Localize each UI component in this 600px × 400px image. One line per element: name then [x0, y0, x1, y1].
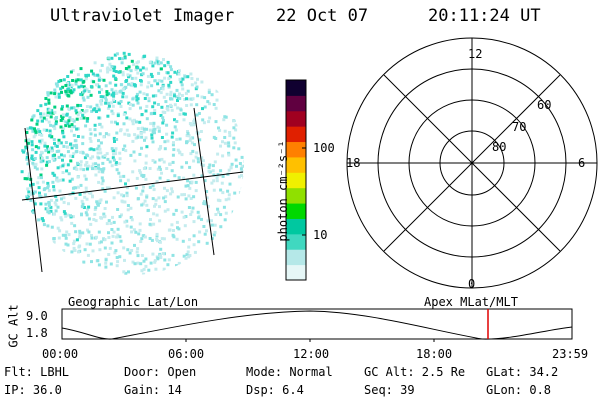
mlat-80-label: 80 [492, 140, 507, 154]
status-door: Door: Open [124, 365, 197, 379]
graticule-line [193, 107, 215, 256]
status-ip: IP: 36.0 [4, 383, 62, 397]
y-max-label: 9.0 [26, 309, 48, 323]
mlat-60-label: 60 [537, 98, 552, 112]
status-dsp: Dsp: 6.4 [246, 383, 304, 397]
colorbar-segment [286, 95, 306, 112]
geographic-title: Geographic Lat/Lon [68, 295, 199, 309]
status-filter: Flt: LBHL [4, 365, 70, 379]
orbit-panel [61, 308, 573, 342]
graticule-line [21, 171, 244, 201]
colorbar-segment [286, 249, 306, 266]
mlt-12-label: 12 [468, 47, 483, 61]
status-glon: GLon: 0.8 [486, 383, 552, 397]
status-gc-alt: GC Alt: 2.5 Re [364, 365, 466, 379]
colorbar-segment [286, 264, 306, 281]
mlt-18-label: 18 [346, 156, 361, 170]
status-glat: GLat: 34.2 [486, 365, 559, 379]
colorbar-segment [286, 172, 306, 189]
apex-title: Apex MLat/MLT [424, 295, 518, 309]
x-tick-0600: 06:00 [168, 347, 205, 361]
colorbar-segment [286, 126, 306, 143]
gc-alt-axis-label: GC Alt [6, 304, 21, 348]
x-tick-1200: 12:00 [293, 347, 330, 361]
mlt-6-label: 6 [578, 156, 586, 170]
uv-image-disk [20, 51, 244, 275]
colorbar-segment [286, 187, 306, 204]
colorbar-segment [286, 233, 306, 250]
colorbar-tick-10: 10 [313, 228, 328, 242]
x-tick-1800: 18:00 [416, 347, 453, 361]
colorbar-unit-label: photon cm⁻²s⁻¹ [276, 140, 290, 242]
instrument-title: Ultraviolet Imager [50, 6, 235, 26]
altitude-curve [61, 310, 573, 340]
colorbar-segment [286, 80, 306, 96]
status-mode: Mode: Normal [246, 365, 333, 379]
y-min-label: 1.8 [26, 326, 48, 340]
colorbar-segment [286, 110, 306, 127]
polar-plot [346, 37, 598, 289]
colorbar-segment [286, 141, 306, 158]
colorbar-segment [286, 203, 306, 219]
status-gain: Gain: 14 [124, 383, 182, 397]
mlt-0-label: 0 [468, 277, 476, 291]
mlat-70-label: 70 [512, 120, 527, 134]
colorbar-tick-100: 100 [313, 141, 335, 155]
status-seq: Seq: 39 [364, 383, 415, 397]
colorbar-segment [286, 218, 306, 235]
colorbar [285, 79, 307, 281]
colorbar-segment [286, 156, 306, 173]
date-label: 22 Oct 07 [276, 6, 369, 26]
graticule-line [24, 127, 43, 273]
x-tick-2359: 23:59 [552, 347, 589, 361]
x-tick-0000: 00:00 [42, 347, 79, 361]
time-label: 20:11:24 UT [428, 6, 541, 26]
